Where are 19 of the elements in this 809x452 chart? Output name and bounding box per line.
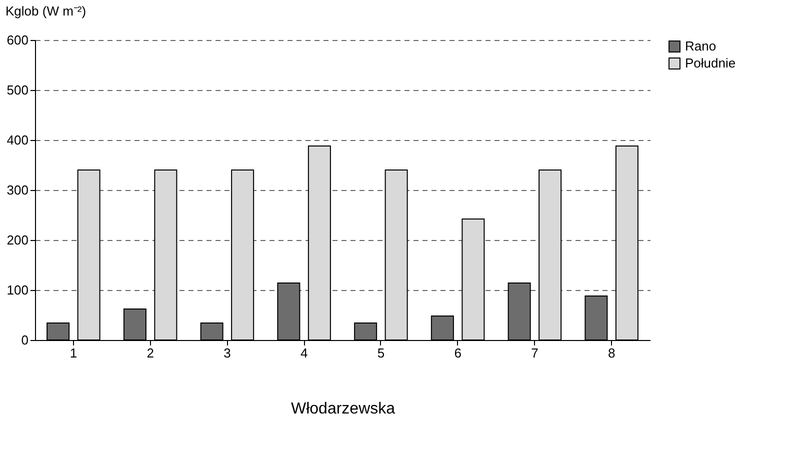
y-tick-label: 0 [21,332,28,348]
x-tick-label: 8 [608,346,616,360]
x-tick-label: 1 [70,346,78,360]
y-tick-label: 500 [6,82,28,98]
x-tick-label: 4 [300,346,308,360]
legend-label: Rano [685,38,716,54]
x-tick-label: 5 [377,346,385,360]
x-tick-label: 2 [146,346,154,360]
y-tick-label: 600 [6,32,28,48]
legend-label: Południe [685,56,736,70]
x-tick-label: 7 [531,346,538,360]
x-axis-title: Włodarzewska [290,400,396,418]
y-tick-label: 100 [6,282,28,298]
y-tick-label: 200 [6,232,28,248]
x-tick-label: 3 [224,346,231,360]
y-tick-label: 400 [6,132,28,148]
y-axis-title: Kglob (W m⁻²) [6,4,86,18]
y-tick-label: 300 [6,182,28,198]
x-tick-label: 6 [454,346,462,360]
